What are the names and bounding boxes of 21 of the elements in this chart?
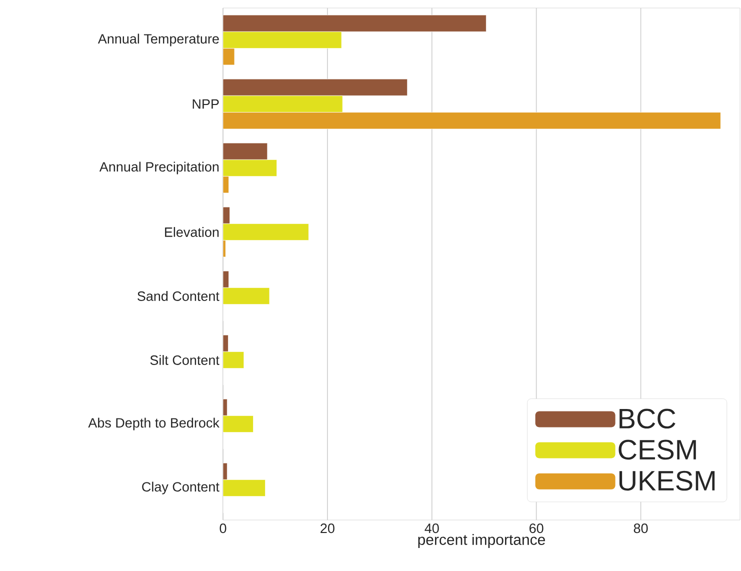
legend-label: CESM xyxy=(618,440,696,460)
y-tick-label: NPP xyxy=(192,99,219,109)
bar xyxy=(223,14,486,32)
y-tick-label: Silt Content xyxy=(150,355,220,365)
bar xyxy=(223,78,408,96)
x-axis-title: percent importance xyxy=(418,534,545,548)
x-tick-label: 0 xyxy=(220,524,226,534)
y-tick-label: Abs Depth to Bedrock xyxy=(88,418,220,430)
y-tick-label: Sand Content xyxy=(138,291,220,301)
x-tick-label: 20 xyxy=(320,524,334,534)
y-tick-label: Annual Temperature xyxy=(98,34,219,46)
y-tick-label: Elevation xyxy=(165,227,219,237)
y-tick-label: Clay Content xyxy=(142,482,220,494)
legend-label: UKESM xyxy=(619,470,715,491)
x-tick-label: 80 xyxy=(634,524,648,534)
bar xyxy=(223,142,268,160)
x-tick-label: 40 xyxy=(424,524,439,534)
x-tick-label: 60 xyxy=(530,524,544,534)
bar xyxy=(223,112,721,130)
y-tick-label: Annual Precipitation xyxy=(99,162,219,174)
legend-label: BCC xyxy=(620,408,676,429)
